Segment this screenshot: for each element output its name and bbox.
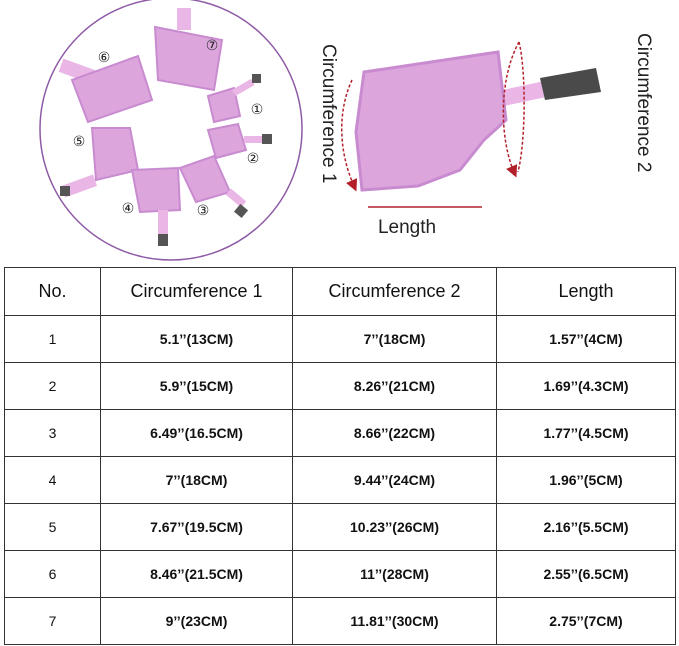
label-circumference-1: Circumference 1 <box>318 44 339 183</box>
product-diagram: ⑦ ⑥ ⑤ ④ ③ ② ① Circumference 1 Circu <box>0 0 679 266</box>
cell-circumference-1: 8.46’’(21.5CM) <box>100 550 293 598</box>
table-row: 1 5.1’’(13CM) 7’’(18CM) 1.57’’(4CM) <box>4 315 676 363</box>
cell-circumference-1: 5.1’’(13CM) <box>100 315 293 363</box>
muzzle-6 <box>58 54 154 124</box>
cell-no: 7 <box>4 597 101 645</box>
cell-length: 1.96’’(5CM) <box>496 456 676 504</box>
table-header-row: No. Circumference 1 Circumference 2 Leng… <box>4 267 676 316</box>
muzzle-fabric <box>354 50 508 192</box>
cell-circumference-1: 5.9’’(15CM) <box>100 362 293 410</box>
cell-length: 2.55’’(6.5CM) <box>496 550 676 598</box>
size-marker-4: ④ <box>122 200 135 216</box>
cell-length: 1.57’’(4CM) <box>496 315 676 363</box>
cell-no: 5 <box>4 503 101 551</box>
table-row: 2 5.9’’(15CM) 8.26’’(21CM) 1.69’’(4.3CM) <box>4 362 676 410</box>
table-row: 6 8.46’’(21.5CM) 11’’(28CM) 2.55’’(6.5CM… <box>4 550 676 598</box>
cell-no: 6 <box>4 550 101 598</box>
cell-no: 4 <box>4 456 101 504</box>
size-marker-6: ⑥ <box>98 49 111 65</box>
measurement-illustration: Circumference 1 Circumference 2 Length <box>318 33 654 238</box>
cell-circumference-2: 9.44’’(24CM) <box>292 456 497 504</box>
cell-circumference-2: 8.26’’(21CM) <box>292 362 497 410</box>
cell-circumference-2: 7’’(18CM) <box>292 315 497 363</box>
cell-circumference-1: 7’’(18CM) <box>100 456 293 504</box>
size-marker-3: ③ <box>197 202 210 218</box>
cell-length: 1.69’’(4.3CM) <box>496 362 676 410</box>
circumference-2-back-arc <box>517 41 525 173</box>
cell-circumference-2: 11.81’’(30CM) <box>292 597 497 645</box>
size-ring-photo: ⑦ ⑥ ⑤ ④ ③ ② ① <box>39 0 303 261</box>
label-length: Length <box>378 217 436 238</box>
table-row: 4 7’’(18CM) 9.44’’(24CM) 1.96’’(5CM) <box>4 456 676 504</box>
muzzle-3 <box>178 154 249 219</box>
header-length: Length <box>496 267 676 316</box>
header-no: No. <box>4 267 101 316</box>
cell-no: 2 <box>4 362 101 410</box>
size-chart-table: No. Circumference 1 Circumference 2 Leng… <box>4 267 676 645</box>
label-circumference-2: Circumference 2 <box>633 33 654 172</box>
diagram-svg: ⑦ ⑥ ⑤ ④ ③ ② ① Circumference 1 Circu <box>39 0 654 261</box>
size-marker-1: ① <box>251 101 264 117</box>
cell-length: 2.75’’(7CM) <box>496 597 676 645</box>
circumference-1-arrow-icon <box>341 79 358 192</box>
cell-no: 1 <box>4 315 101 363</box>
table-row: 7 9’’(23CM) 11.81’’(30CM) 2.75’’(7CM) <box>4 597 676 645</box>
muzzle-strap <box>498 81 546 107</box>
cell-circumference-2: 11’’(28CM) <box>292 550 497 598</box>
muzzle-2 <box>206 122 272 160</box>
cell-length: 2.16’’(5.5CM) <box>496 503 676 551</box>
cell-circumference-2: 8.66’’(22CM) <box>292 409 497 457</box>
size-marker-5: ⑤ <box>73 133 86 149</box>
size-marker-7: ⑦ <box>206 37 219 53</box>
cell-circumference-1: 6.49’’(16.5CM) <box>100 409 293 457</box>
cell-circumference-1: 9’’(23CM) <box>100 597 293 645</box>
buckle-icon <box>540 68 601 100</box>
muzzle-7 <box>153 8 224 92</box>
circumference-2-arrow-icon <box>502 41 520 178</box>
cell-length: 1.77’’(4.5CM) <box>496 409 676 457</box>
header-circumference-1: Circumference 1 <box>100 267 293 316</box>
muzzle-4 <box>130 166 182 246</box>
header-circumference-2: Circumference 2 <box>292 267 497 316</box>
size-marker-2: ② <box>247 150 260 166</box>
cell-no: 3 <box>4 409 101 457</box>
table-row: 5 7.67’’(19.5CM) 10.23’’(26CM) 2.16’’(5.… <box>4 503 676 551</box>
cell-circumference-2: 10.23’’(26CM) <box>292 503 497 551</box>
table-row: 3 6.49’’(16.5CM) 8.66’’(22CM) 1.77’’(4.5… <box>4 409 676 457</box>
cell-circumference-1: 7.67’’(19.5CM) <box>100 503 293 551</box>
muzzle-1 <box>206 74 261 124</box>
